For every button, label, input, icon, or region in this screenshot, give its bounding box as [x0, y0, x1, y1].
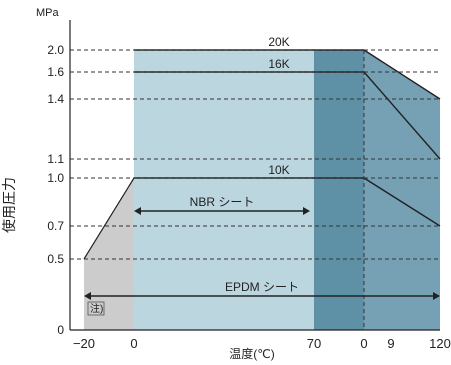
- x-tick-label: 9: [387, 336, 394, 351]
- y-tick-label: 1.0: [47, 171, 64, 185]
- region-arrow-head: [433, 292, 440, 300]
- x-tick-label: −20: [73, 336, 95, 351]
- x-axis-label: 温度(℃): [229, 346, 274, 361]
- nbr-region-label: NBR シート: [190, 195, 255, 209]
- y-tick-label: 0.7: [47, 219, 64, 233]
- series-label-10k: 10K: [268, 163, 289, 177]
- note-label: 注): [90, 302, 103, 315]
- y-tick-label: 2.0: [47, 43, 64, 57]
- x-tick-label: 0: [360, 336, 367, 351]
- grey-region-edge: [83, 177, 135, 260]
- y-unit-label: MPa: [36, 7, 60, 19]
- mid-temp-region: [314, 50, 364, 330]
- epdm-region-label: EPDM シート: [225, 280, 299, 294]
- high-temp-region: [364, 50, 440, 330]
- region-arrow-head: [84, 292, 91, 300]
- note-box: [87, 301, 105, 316]
- x-tick-label: 70: [307, 336, 321, 351]
- horizontal-gridlines: [70, 49, 440, 260]
- series-label-16k: 16K: [268, 57, 289, 71]
- y-tick-label: 0.5: [47, 252, 64, 266]
- y-tick-label: 0: [57, 323, 64, 337]
- y-tick-labels: 2.0 1.6 1.4 1.1 1.0 0.7 0.5 0: [47, 43, 64, 337]
- x-tick-labels: −20 0 70 0 9 120: [73, 336, 451, 351]
- y-tick-label: 1.4: [47, 92, 64, 106]
- x-tick-label: 0: [130, 336, 137, 351]
- nbr-region: [134, 50, 314, 330]
- grey-region: [84, 178, 134, 330]
- y-axis-label: 使用圧力: [1, 177, 17, 233]
- region-arrow-head: [303, 207, 310, 215]
- series-label-20k: 20K: [268, 35, 289, 49]
- y-tick-label: 1.6: [47, 65, 64, 79]
- region-arrows: [84, 207, 440, 300]
- y-tick-label: 1.1: [47, 152, 64, 166]
- region-arrow-head: [134, 207, 141, 215]
- x-tick-label: 120: [429, 336, 451, 351]
